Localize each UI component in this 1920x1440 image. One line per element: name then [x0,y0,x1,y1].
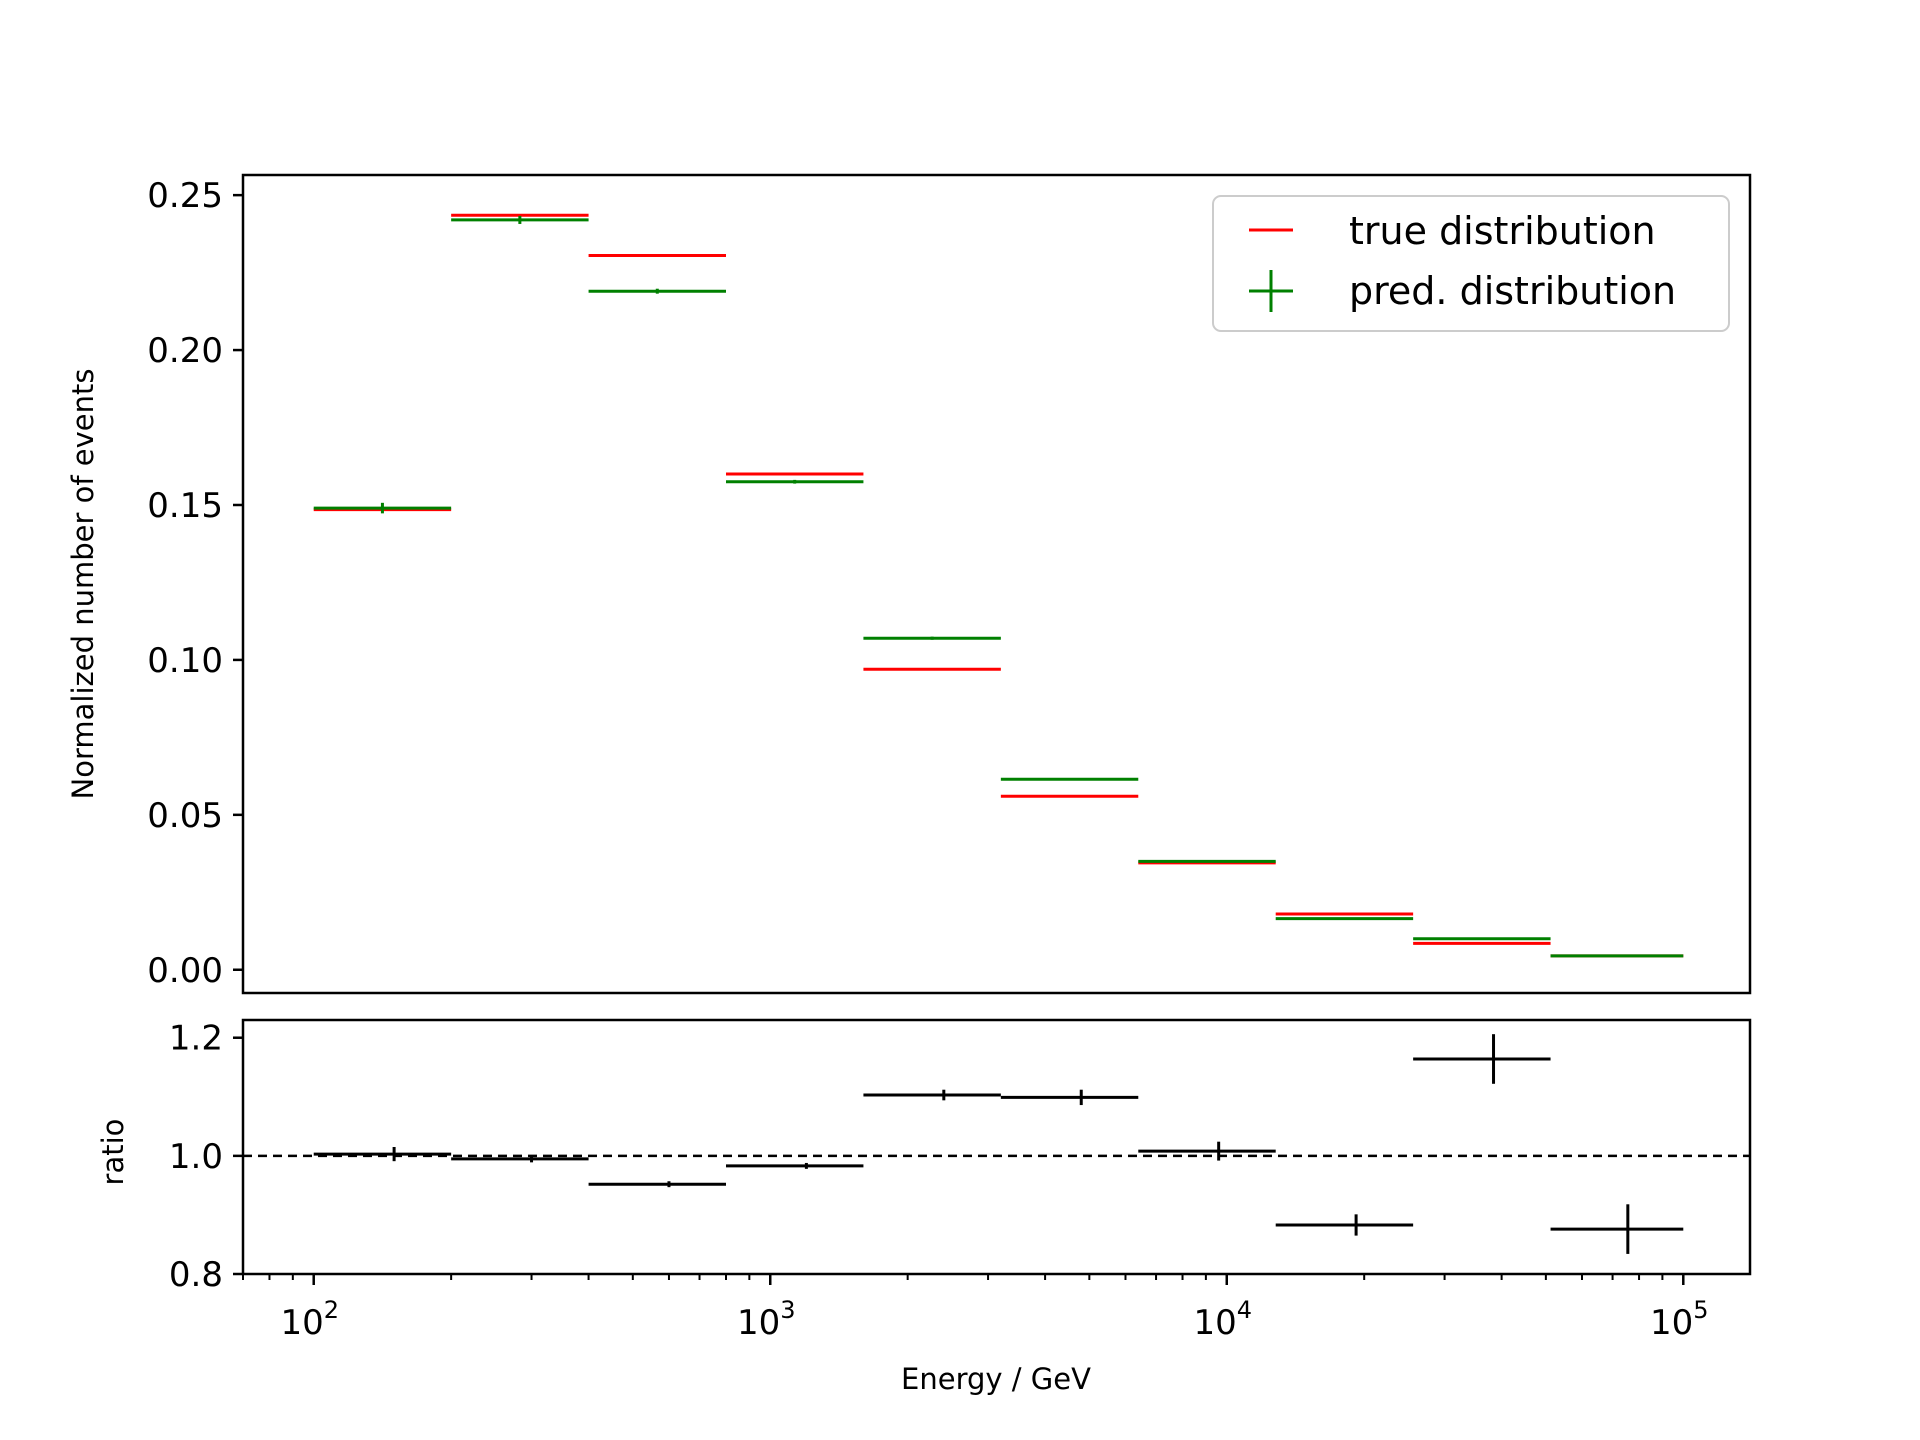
main-y-tick-label: 0.20 [147,331,223,371]
x-axis-label: Energy / GeV [901,1362,1091,1396]
legend-true-distribution-label: true distribution [1349,209,1656,253]
ratio-data-marks [243,1034,1750,1254]
x-tick-label: 105 [1650,1296,1709,1343]
main-y-tick-label: 0.00 [147,951,223,991]
legend: true distribution pred. distribution [1212,195,1730,332]
main-y-axis-ticks: 0.00 0.05 0.10 0.15 0.20 0.25 [147,176,243,991]
ratio-y-tick-label: 0.8 [169,1255,223,1295]
main-plot-frame [241,173,1752,995]
main-y-tick-label: 0.10 [147,641,223,681]
legend-frame [1212,195,1730,332]
ratio-y-tick-label: 1.2 [169,1019,223,1059]
legend-pred-distribution-label: pred. distribution [1349,269,1676,313]
main-data-marks [313,213,1684,958]
main-y-tick-label: 0.05 [147,796,223,836]
main-y-tick-label: 0.25 [147,176,223,216]
ratio-y-tick-label: 1.0 [169,1137,223,1177]
ratio-y-axis-label: ratio [96,1119,130,1186]
main-plot-panel: 0.00 0.05 0.10 0.15 0.20 0.25 Normalized numb… [66,173,1752,995]
ratio-y-axis-ticks: 0.8 1.0 1.2 [169,1019,243,1295]
ratio-plot-frame [241,1018,1752,1276]
main-y-axis-label: Normalized number of events [66,369,100,800]
main-y-tick-label: 0.15 [147,486,223,526]
